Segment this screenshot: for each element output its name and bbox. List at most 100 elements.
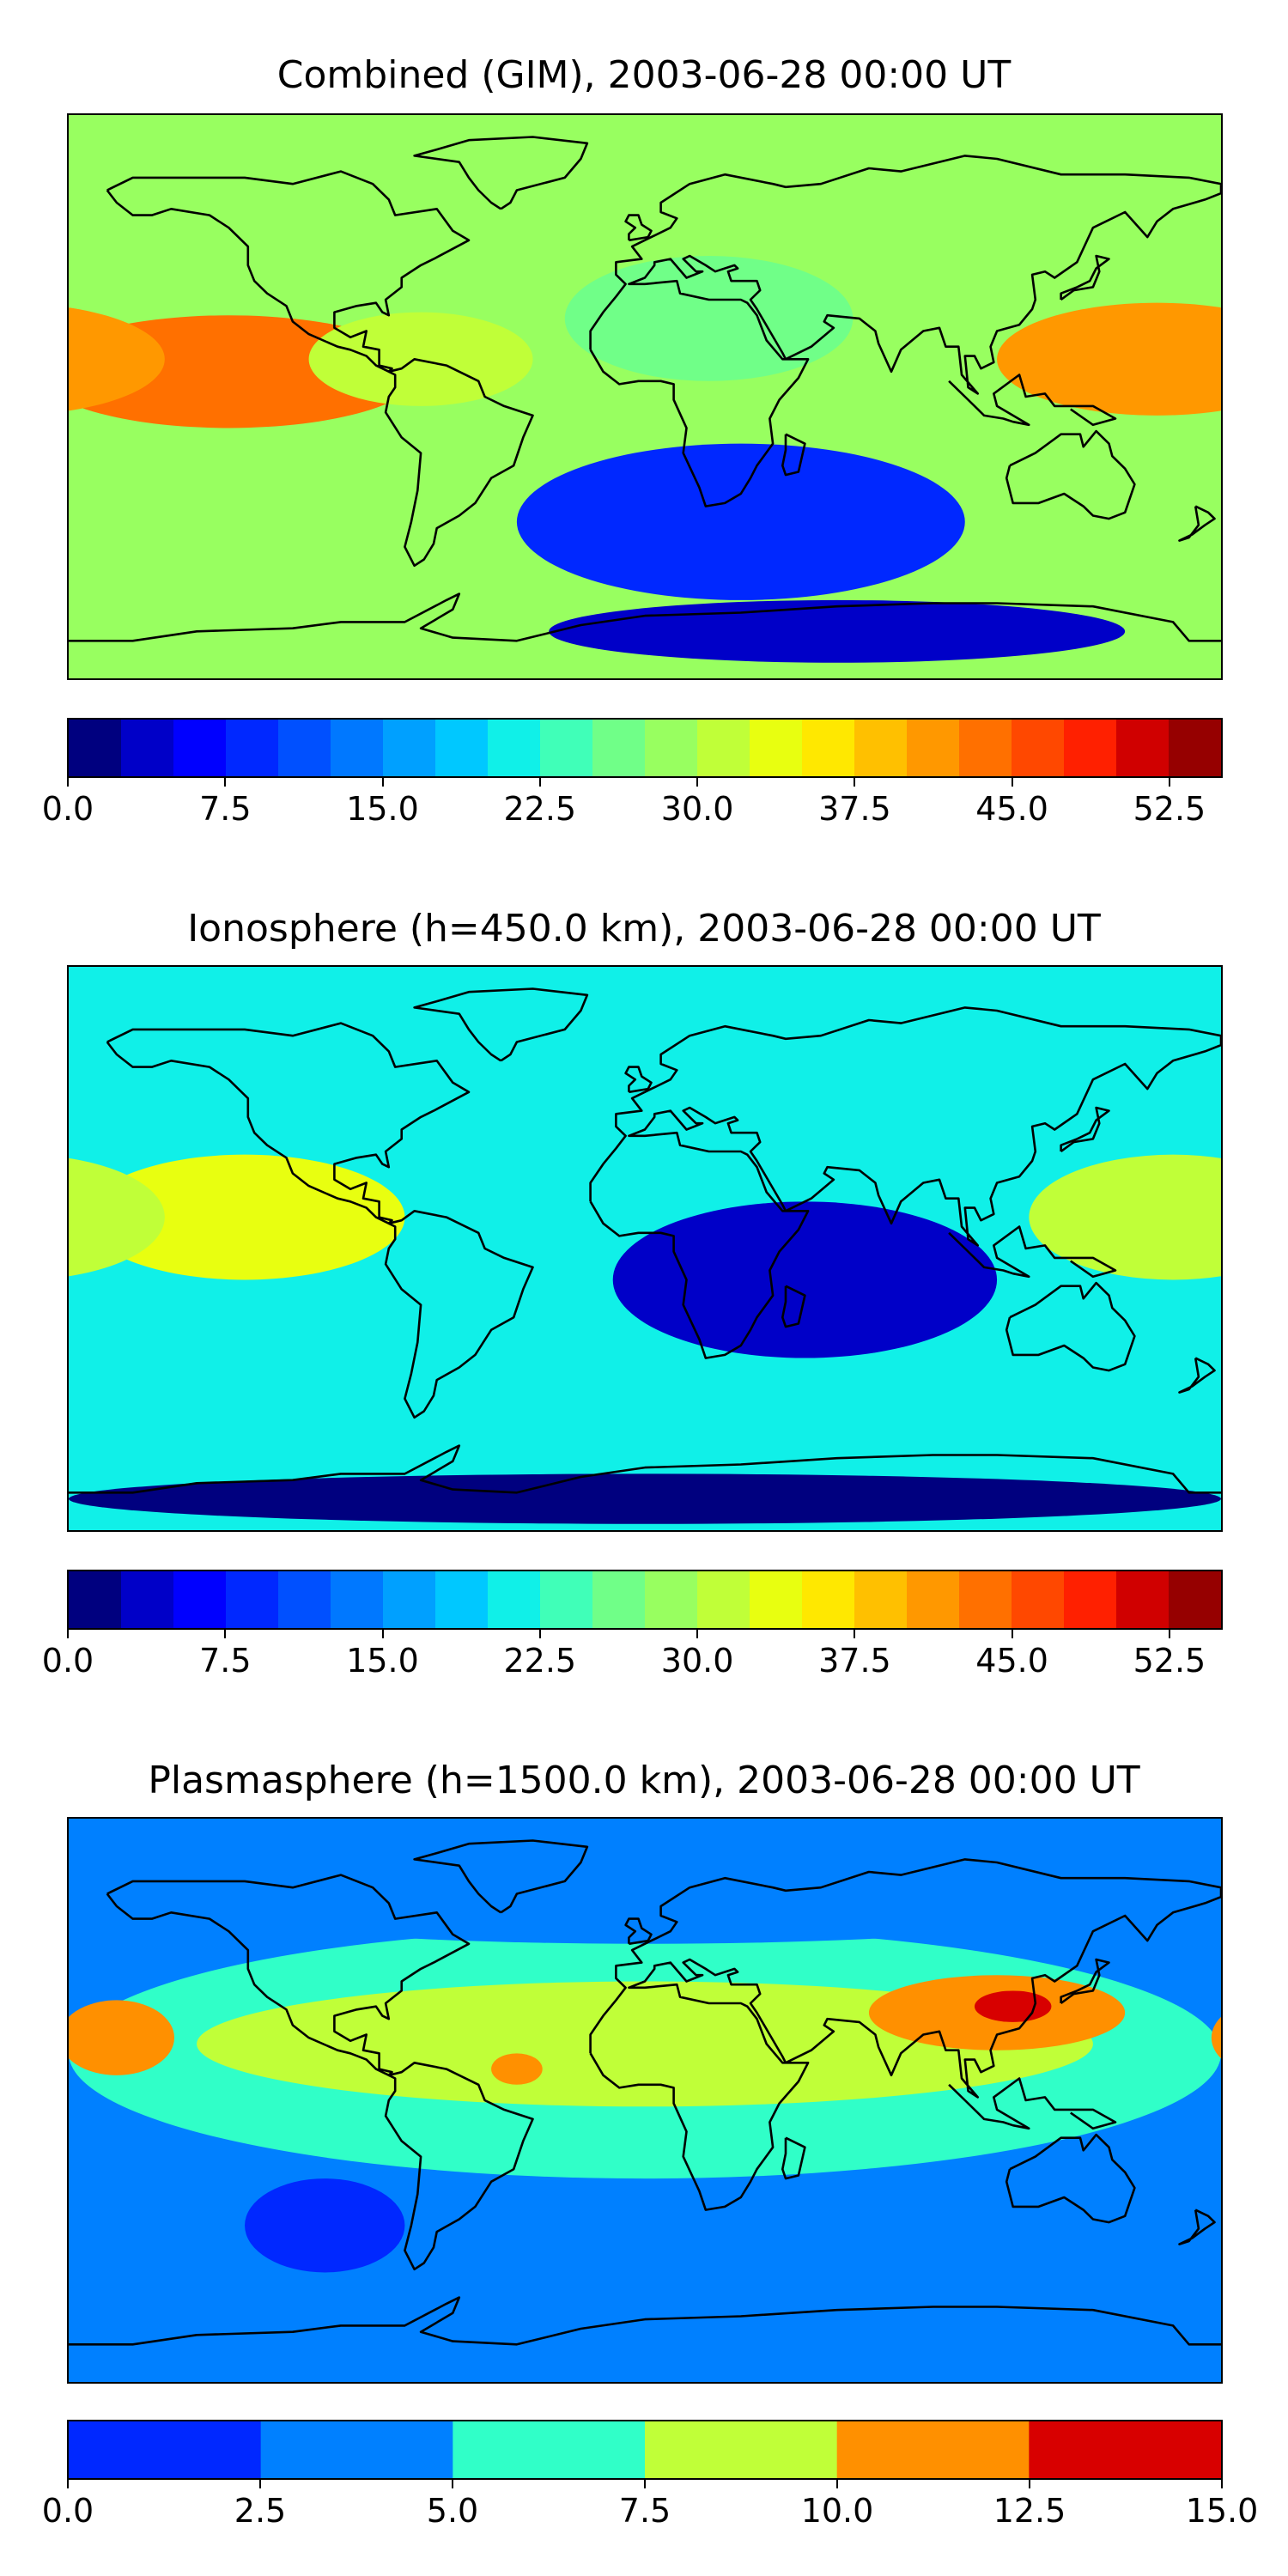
colorbar-swatch xyxy=(1169,720,1221,776)
colorbar-tick-label: 15.0 xyxy=(1185,2492,1259,2530)
colorbar-swatch xyxy=(750,1571,803,1628)
heatmap-region xyxy=(1211,2016,1221,2059)
colorbar-tick-label: 7.5 xyxy=(199,790,252,828)
coastline-south-america xyxy=(384,2061,534,2271)
colorbar-swatch xyxy=(260,2421,453,2478)
coastline-britain xyxy=(624,1917,653,1946)
coastline-africa-eurasia xyxy=(589,1858,1221,2211)
colorbar-tick xyxy=(644,2480,646,2488)
colorbar-tick xyxy=(1029,2480,1030,2488)
colorbar-tick xyxy=(1011,1630,1013,1638)
colorbar-swatch xyxy=(1064,1571,1117,1628)
colorbar xyxy=(67,1570,1223,1630)
heatmap-region xyxy=(549,599,1126,663)
coastline-south-america xyxy=(384,1209,534,1419)
heatmap-region xyxy=(974,1990,1052,2022)
colorbar-tick xyxy=(224,1630,227,1638)
heatmap-region xyxy=(308,312,533,406)
heatmap-region xyxy=(245,2178,405,2273)
colorbar-swatch xyxy=(1012,1571,1065,1628)
colorbar-swatch xyxy=(383,1571,436,1628)
colorbar-tick-label: 2.5 xyxy=(234,2492,287,2530)
colorbar xyxy=(67,2420,1223,2480)
coastline-africa-eurasia xyxy=(589,1006,1221,1359)
colorbar-tick xyxy=(538,1630,541,1638)
colorbar-swatch xyxy=(592,720,646,776)
colorbar-swatch xyxy=(854,720,908,776)
colorbar-swatch xyxy=(645,720,698,776)
coastline-new-zealand xyxy=(1178,2208,1216,2245)
coastline-greenland xyxy=(413,136,589,210)
heatmap-region xyxy=(69,1473,1221,1524)
coastline-greenland xyxy=(413,987,589,1062)
colorbar-swatch xyxy=(1169,1571,1221,1628)
colorbar-tick xyxy=(696,1630,699,1638)
colorbar-swatch xyxy=(592,1571,646,1628)
colorbar-tick-label: 30.0 xyxy=(660,790,734,828)
heatmap-region xyxy=(491,2053,543,2085)
colorbar-tick-label: 0.0 xyxy=(41,790,94,828)
heatmap-region xyxy=(516,443,965,600)
coastline-australia xyxy=(1005,429,1136,520)
coastline-north-america xyxy=(106,170,471,374)
colorbar-tick-label: 7.5 xyxy=(199,1642,252,1680)
colorbar-tick-label: 12.5 xyxy=(993,2492,1066,2530)
colorbar-swatch xyxy=(278,720,331,776)
coastline-britain xyxy=(624,1066,653,1094)
colorbar-swatch xyxy=(121,1571,174,1628)
coastline-australia xyxy=(1005,2133,1136,2224)
colorbar-swatch xyxy=(750,720,803,776)
colorbar-swatch xyxy=(226,1571,279,1628)
colorbar-tick-label: 5.0 xyxy=(426,2492,479,2530)
colorbar-tick xyxy=(1011,778,1013,787)
colorbar-tick xyxy=(1168,1630,1170,1638)
colorbar-tick xyxy=(224,778,227,787)
chart-title: Combined (GIM), 2003-06-28 00:00 UT xyxy=(276,53,1012,97)
colorbar-ticks: 0.0 7.5 15.0 22.5 30.0 37.5 45.0 52.5 xyxy=(42,1630,1223,1681)
colorbar-tick-label: 10.0 xyxy=(800,2492,874,2530)
colorbar-swatch xyxy=(435,1571,489,1628)
heatmap-region xyxy=(69,307,165,411)
colorbar-swatch xyxy=(959,720,1012,776)
colorbar-swatch xyxy=(836,2421,1030,2478)
coastline-australia xyxy=(1005,1281,1136,1372)
heatmap-region xyxy=(612,1201,998,1358)
heatmap-region xyxy=(997,302,1221,416)
colorbar-swatch xyxy=(488,720,541,776)
colorbar-swatch xyxy=(1064,720,1117,776)
colorbar-swatch xyxy=(540,1571,593,1628)
colorbar-swatch xyxy=(645,2421,838,2478)
colorbar-tick-label: 15.0 xyxy=(346,1642,419,1680)
colorbar-tick-label: 45.0 xyxy=(975,1642,1048,1680)
colorbar-swatch xyxy=(383,720,436,776)
colorbar-tick xyxy=(538,778,541,787)
coastline-greenland xyxy=(413,1839,589,1914)
heatmap-region xyxy=(69,1157,165,1277)
colorbar-tick xyxy=(67,1630,69,1638)
coastline-new-zealand xyxy=(1178,1357,1216,1394)
colorbar-swatch xyxy=(802,1571,855,1628)
colorbar-swatch xyxy=(1029,2421,1221,2478)
coastline-madagascar xyxy=(781,1285,806,1328)
coastline-britain xyxy=(624,214,653,242)
colorbar-swatch xyxy=(173,720,227,776)
colorbar-tick xyxy=(259,2480,261,2488)
colorbar-swatch xyxy=(697,720,750,776)
colorbar-tick-label: 0.0 xyxy=(41,2492,94,2530)
colorbar-swatch xyxy=(645,1571,698,1628)
coastline-antarctica xyxy=(69,2296,1221,2346)
colorbar-swatch xyxy=(121,720,174,776)
colorbar-tick xyxy=(854,1630,856,1638)
colorbar-tick xyxy=(1221,2480,1223,2488)
coastline-new-zealand xyxy=(1178,505,1216,542)
colorbar-swatch xyxy=(697,1571,750,1628)
colorbar-swatch xyxy=(1116,1571,1170,1628)
coastline-antarctica xyxy=(69,592,1221,642)
colorbar-swatch xyxy=(69,2421,262,2478)
colorbar-tick-label: 15.0 xyxy=(346,790,419,828)
heatmap-field xyxy=(69,967,1221,1530)
colorbar xyxy=(67,718,1223,778)
heatmap-region xyxy=(69,2000,174,2075)
colorbar-tick xyxy=(381,778,384,787)
coastline-indonesia xyxy=(948,2077,1117,2130)
